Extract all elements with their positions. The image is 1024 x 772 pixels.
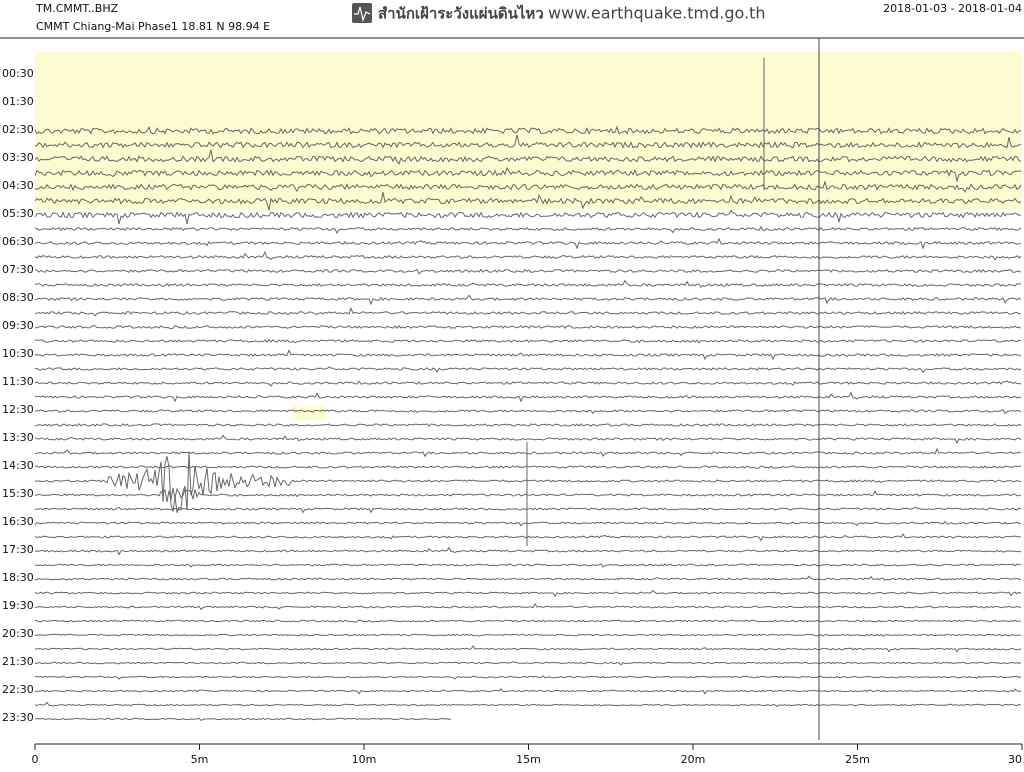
row-label: 05:30 [2,207,34,220]
trace [34,563,1022,568]
trace [34,391,1022,403]
trace [34,225,1022,234]
trace [34,546,1022,556]
trace [34,325,1022,330]
trace [35,306,1022,317]
trace [34,237,1022,250]
trace [34,717,452,722]
agency: สำนักเฝ้าระวังแผ่นดินไหว [378,4,544,23]
row-label: 23:30 [2,711,34,724]
trace [34,602,1022,611]
row-label: 15:30 [2,487,34,500]
x-tick-label: 25m [845,753,870,766]
trace [34,209,1022,225]
trace [34,250,1022,261]
trace [35,506,1022,514]
trace [34,487,1022,502]
trace [34,125,1022,135]
trace [34,180,1022,193]
row-label: 00:30 [2,67,34,80]
trace [34,380,1022,387]
x-tick-label: 0 [32,753,39,766]
trace [34,465,1022,470]
trace [34,366,1022,374]
trace [34,452,1022,513]
station: TM.CMMT..BHZ [35,2,119,15]
no-data-region [292,406,325,420]
trace [34,339,1021,344]
trace [34,422,1022,427]
row-label: 11:30 [2,375,34,388]
row-label: 16:30 [2,515,34,528]
row-label: 04:30 [2,179,34,192]
date-range: 2018-01-03 - 2018-01-04 [883,2,1022,15]
trace [34,633,1022,637]
row-label: 01:30 [2,95,34,108]
trace [34,279,1022,288]
trace [34,533,1022,542]
trace [34,520,1022,527]
row-label: 18:30 [2,571,34,584]
trace [34,349,1022,361]
row-label: 21:30 [2,655,34,668]
row-label: 06:30 [2,235,34,248]
row-label: 12:30 [2,403,34,416]
row-label: 08:30 [2,291,34,304]
trace [34,192,1022,211]
location: CMMT Chiang-Mai Phase1 18.81 N 98.94 E [36,20,270,33]
trace [34,134,1022,149]
x-tick-label: 10m [352,753,377,766]
url: www.earthquake.tmd.go.th [548,4,766,23]
row-label: 03:30 [2,151,34,164]
trace [34,268,1022,275]
x-tick-label: 20m [681,753,706,766]
row-label: 19:30 [2,599,34,612]
row-label: 13:30 [2,431,34,444]
row-label: 20:30 [2,627,34,640]
trace [34,619,1022,623]
trace [34,434,1022,445]
trace [34,688,1022,695]
trace [34,447,1022,458]
row-label: 14:30 [2,459,34,472]
trace [34,294,1022,306]
trace [34,701,1022,708]
row-label: 22:30 [2,683,34,696]
trace [34,589,1022,598]
trace [35,575,1021,582]
row-label: 09:30 [2,319,34,332]
row-label: 07:30 [2,263,34,276]
row-label: 17:30 [2,543,34,556]
trace [35,675,1022,680]
row-label: 02:30 [2,123,34,136]
trace [34,661,1022,666]
trace [34,166,1022,183]
logo-mark [354,6,371,23]
trace [34,149,1022,165]
x-tick-label: 30 [1008,753,1022,766]
x-tick-label: 5m [191,753,209,766]
x-tick-label: 15m [516,753,541,766]
row-label: 10:30 [2,347,34,360]
trace [34,409,1022,415]
trace [35,645,1022,653]
